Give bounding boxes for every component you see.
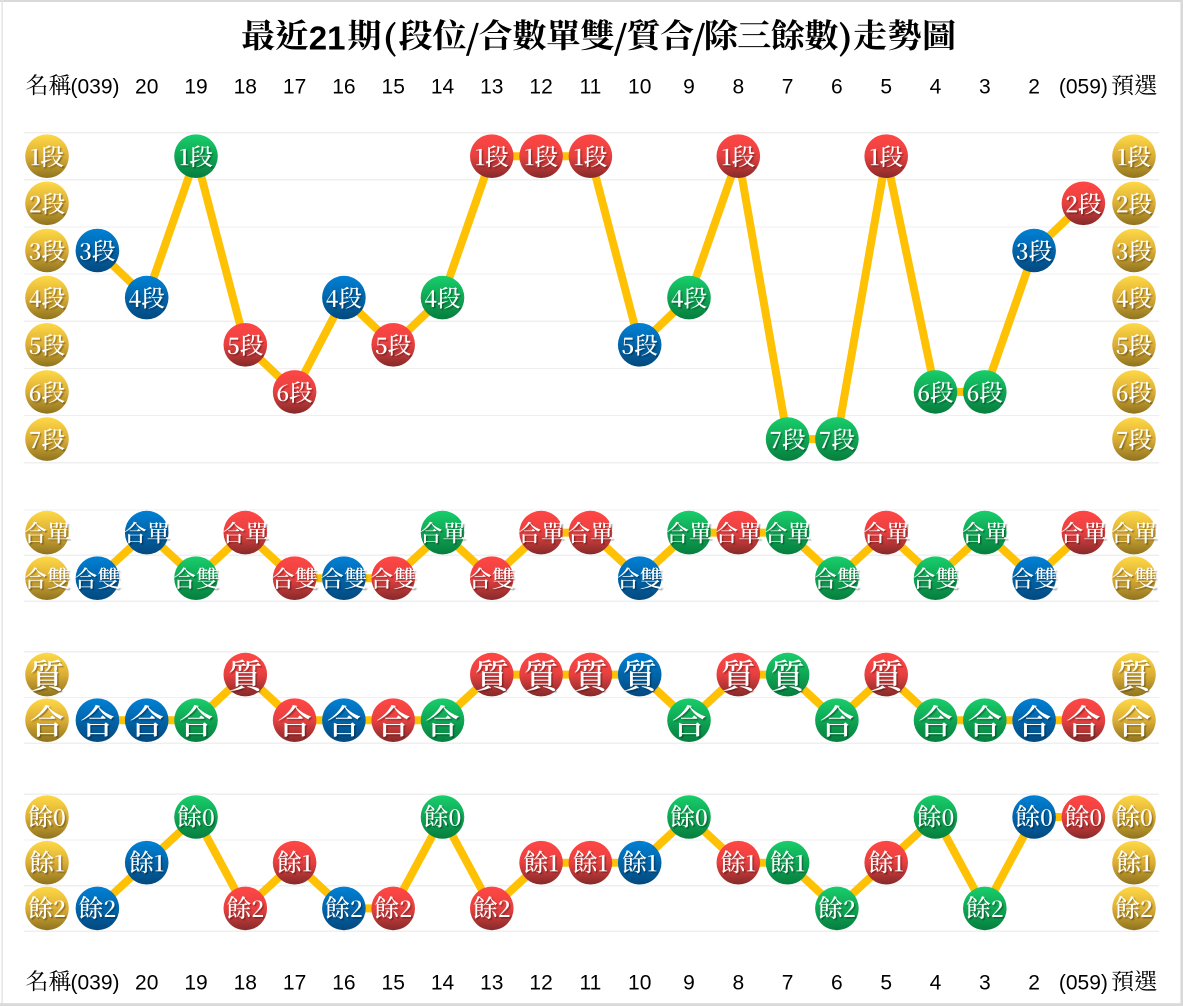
svg-text:2: 2 (1028, 75, 1040, 98)
svg-text:10: 10 (628, 971, 651, 994)
svg-text:19: 19 (184, 75, 207, 98)
svg-text:2: 2 (1028, 971, 1040, 994)
svg-text:14: 14 (431, 75, 455, 98)
svg-text:20: 20 (135, 75, 158, 98)
svg-text:7: 7 (782, 971, 794, 994)
svg-text:5: 5 (880, 971, 892, 994)
svg-text:17: 17 (283, 971, 306, 994)
svg-text:3: 3 (979, 75, 991, 98)
svg-text:18: 18 (234, 75, 257, 98)
svg-text:21: 21 (309, 20, 346, 57)
svg-text:16: 16 (332, 75, 355, 98)
svg-text:12: 12 (529, 75, 552, 98)
svg-text:6: 6 (831, 75, 843, 98)
svg-text:(059): (059) (1059, 75, 1108, 98)
svg-text:5: 5 (880, 75, 892, 98)
svg-text:8: 8 (732, 75, 744, 98)
svg-text:13: 13 (480, 971, 503, 994)
svg-text:15: 15 (382, 75, 405, 98)
svg-text:(039): (039) (71, 971, 120, 994)
svg-text:7: 7 (782, 75, 794, 98)
svg-text:20: 20 (135, 971, 158, 994)
svg-text:15: 15 (382, 971, 405, 994)
svg-text:19: 19 (184, 971, 207, 994)
svg-text:9: 9 (683, 971, 695, 994)
svg-text:10: 10 (628, 75, 651, 98)
svg-text:14: 14 (431, 971, 455, 994)
svg-text:8: 8 (732, 971, 744, 994)
svg-text:12: 12 (529, 971, 552, 994)
svg-text:11: 11 (579, 75, 601, 98)
svg-text:13: 13 (480, 75, 503, 98)
svg-text:11: 11 (579, 971, 601, 994)
svg-text:(059): (059) (1059, 971, 1108, 994)
svg-text:4: 4 (930, 971, 942, 994)
svg-text:18: 18 (234, 971, 257, 994)
svg-text:16: 16 (332, 971, 355, 994)
svg-text:6: 6 (831, 971, 843, 994)
svg-text:4: 4 (930, 75, 942, 98)
svg-text:3: 3 (979, 971, 991, 994)
svg-text:(039): (039) (71, 75, 120, 98)
svg-text:17: 17 (283, 75, 306, 98)
svg-text:9: 9 (683, 75, 695, 98)
